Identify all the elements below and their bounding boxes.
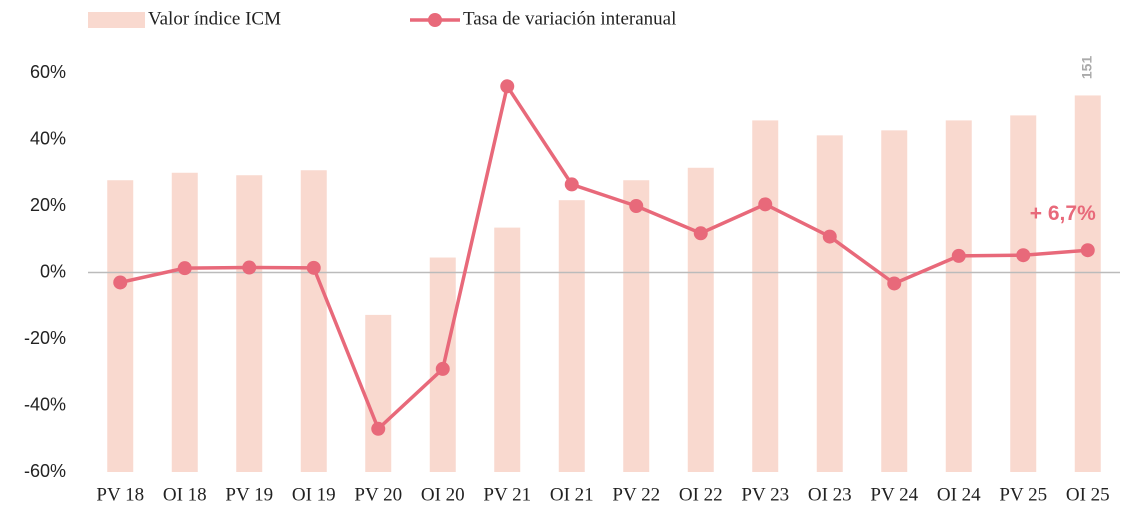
- line-marker: [500, 79, 515, 94]
- bar: [816, 135, 843, 472]
- x-tick-label: PV 25: [999, 484, 1047, 505]
- line-marker: [1080, 243, 1095, 258]
- y-tick-label: 60%: [30, 62, 66, 82]
- x-tick-label: OI 23: [808, 484, 852, 505]
- x-tick-label: PV 20: [354, 484, 402, 505]
- x-tick-label: OI 22: [679, 484, 723, 505]
- bar: [300, 170, 327, 472]
- line-marker: [564, 177, 579, 192]
- x-tick-label: PV 21: [483, 484, 531, 505]
- line-marker: [693, 226, 708, 241]
- bar: [365, 314, 392, 472]
- bar: [1074, 95, 1101, 472]
- y-tick-label: 0%: [40, 261, 66, 281]
- x-tick-label: OI 19: [292, 484, 336, 505]
- x-tick-label: OI 25: [1066, 484, 1110, 505]
- bar: [107, 180, 134, 472]
- line-marker: [371, 421, 386, 436]
- line: [119, 81, 1088, 432]
- annotation: + 6,7%: [1030, 202, 1096, 225]
- line-marker: [951, 248, 966, 263]
- x-tick-label: PV 23: [741, 484, 789, 505]
- bar-value-label: 151: [1078, 56, 1094, 80]
- y-tick-label: -20%: [24, 328, 66, 348]
- legend-swatch-marker: [428, 13, 442, 27]
- line-marker: [306, 260, 321, 275]
- y-tick-label: -60%: [24, 461, 66, 481]
- line-marker: [887, 276, 902, 291]
- x-tick-label: PV 22: [612, 484, 660, 505]
- x-tick-label: PV 19: [225, 484, 273, 505]
- bar: [687, 167, 714, 472]
- legend-label: Tasa de variación interanual: [463, 8, 676, 29]
- line-marker: [758, 197, 773, 212]
- bar: [623, 180, 650, 472]
- line-marker: [435, 361, 450, 376]
- legend-swatch-bar: [88, 12, 145, 28]
- legend-label: Valor índice ICM: [148, 8, 281, 29]
- x-tick-label: OI 20: [421, 484, 465, 505]
- bar: [171, 172, 198, 472]
- bar: [881, 130, 908, 472]
- x-tick-label: OI 24: [937, 484, 981, 505]
- bar: [945, 120, 972, 472]
- x-tick-label: PV 24: [870, 484, 918, 505]
- bar: [1010, 115, 1037, 473]
- x-tick-label: PV 18: [96, 484, 144, 505]
- line-marker: [822, 229, 837, 244]
- bar: [558, 200, 585, 472]
- bar: [236, 175, 263, 472]
- line-marker: [177, 261, 192, 276]
- bar: [494, 227, 521, 472]
- line-marker: [113, 275, 128, 290]
- y-tick-label: 40%: [30, 128, 66, 148]
- line-marker: [1016, 248, 1031, 263]
- y-tick-label: -40%: [24, 394, 66, 414]
- x-tick-label: OI 18: [163, 484, 207, 505]
- x-tick-label: OI 21: [550, 484, 594, 505]
- line-marker: [629, 199, 644, 213]
- line-marker: [242, 260, 257, 275]
- bar: [752, 120, 779, 472]
- y-tick-label: 20%: [30, 195, 66, 215]
